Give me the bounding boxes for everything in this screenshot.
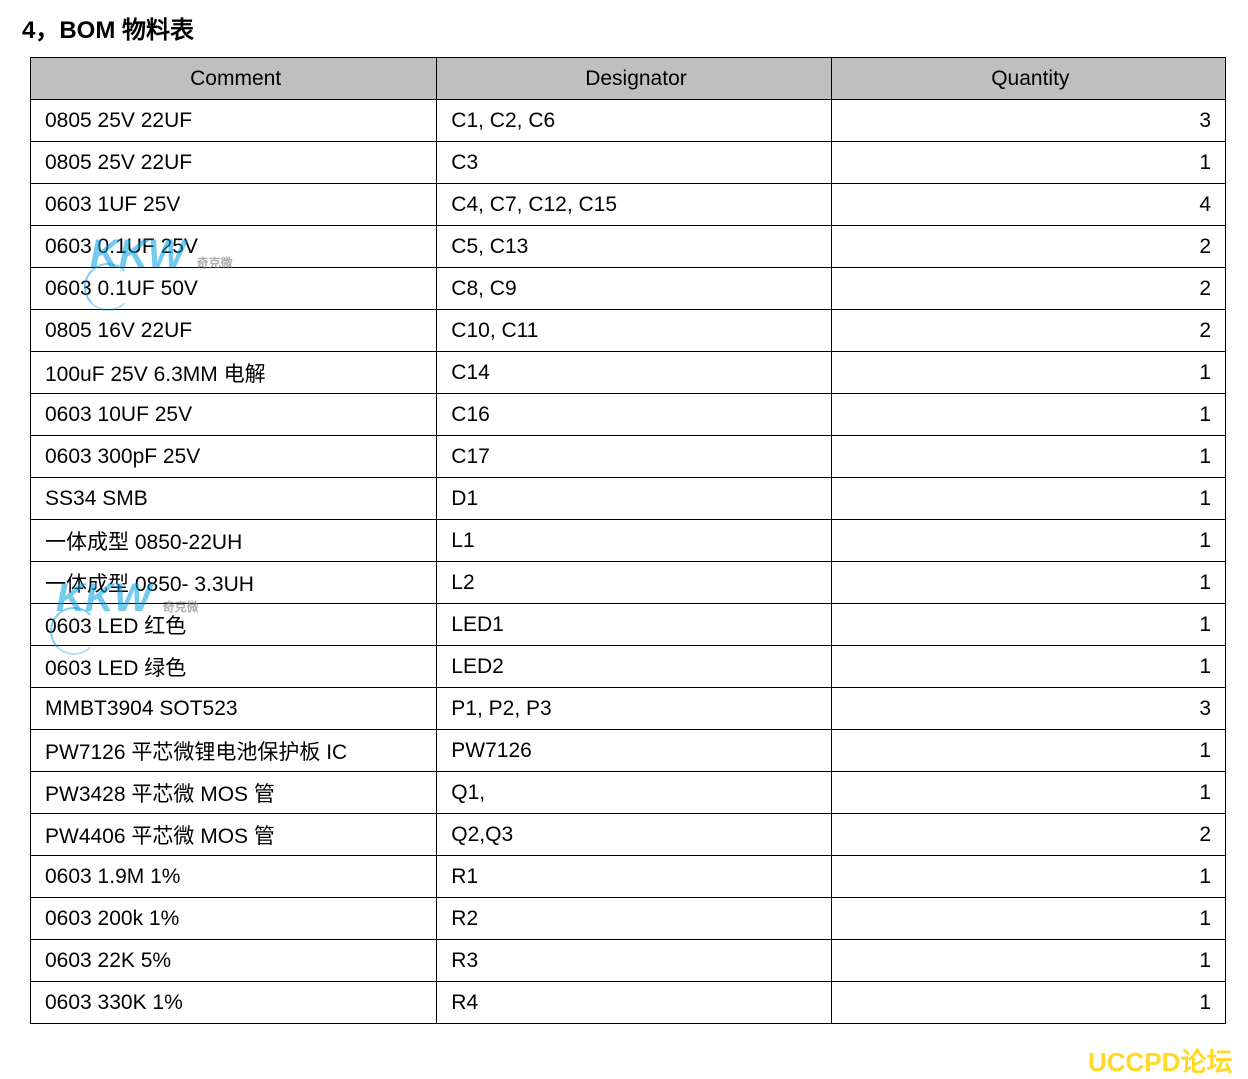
table-row: 0603 300pF 25VC171 <box>31 436 1226 478</box>
table-row: SS34 SMBD11 <box>31 478 1226 520</box>
cell-quantity: 2 <box>831 814 1225 856</box>
cell-comment: 0603 200k 1% <box>31 898 437 940</box>
cell-quantity: 2 <box>831 268 1225 310</box>
table-row: PW4406 平芯微 MOS 管Q2,Q32 <box>31 814 1226 856</box>
table-header-row: Comment Designator Quantity <box>31 58 1226 100</box>
cell-comment: 0603 22K 5% <box>31 940 437 982</box>
cell-quantity: 1 <box>831 982 1225 1024</box>
cell-comment: 0603 1UF 25V <box>31 184 437 226</box>
cell-designator: C1, C2, C6 <box>437 100 831 142</box>
bom-table: Comment Designator Quantity 0805 25V 22U… <box>30 57 1226 1024</box>
table-row: PW7126 平芯微锂电池保护板 ICPW71261 <box>31 730 1226 772</box>
table-row: 一体成型 0850- 3.3UHL21 <box>31 562 1226 604</box>
cell-quantity: 1 <box>831 394 1225 436</box>
table-row: 0603 200k 1%R21 <box>31 898 1226 940</box>
cell-quantity: 1 <box>831 940 1225 982</box>
cell-comment: 100uF 25V 6.3MM 电解 <box>31 352 437 394</box>
table-row: 0603 0.1UF 50VC8, C92 <box>31 268 1226 310</box>
table-row: 0603 10UF 25VC161 <box>31 394 1226 436</box>
table-row: 0805 25V 22UFC31 <box>31 142 1226 184</box>
cell-quantity: 2 <box>831 310 1225 352</box>
cell-quantity: 1 <box>831 142 1225 184</box>
table-row: PW3428 平芯微 MOS 管Q1,1 <box>31 772 1226 814</box>
cell-designator: LED1 <box>437 604 831 646</box>
cell-quantity: 1 <box>831 772 1225 814</box>
cell-comment: 0603 10UF 25V <box>31 394 437 436</box>
cell-designator: D1 <box>437 478 831 520</box>
table-row: MMBT3904 SOT523P1, P2, P33 <box>31 688 1226 730</box>
cell-designator: Q1, <box>437 772 831 814</box>
cell-quantity: 4 <box>831 184 1225 226</box>
table-row: 0603 22K 5%R31 <box>31 940 1226 982</box>
cell-comment: 0603 LED 红色 <box>31 604 437 646</box>
cell-designator: C17 <box>437 436 831 478</box>
table-row: 0603 LED 红色LED11 <box>31 604 1226 646</box>
cell-designator: L2 <box>437 562 831 604</box>
cell-designator: L1 <box>437 520 831 562</box>
table-row: 0805 16V 22UFC10, C112 <box>31 310 1226 352</box>
cell-comment: 0603 1.9M 1% <box>31 856 437 898</box>
table-row: 0603 LED 绿色LED21 <box>31 646 1226 688</box>
cell-designator: C3 <box>437 142 831 184</box>
cell-designator: R4 <box>437 982 831 1024</box>
cell-comment: 0603 0.1UF 25V <box>31 226 437 268</box>
cell-quantity: 1 <box>831 478 1225 520</box>
col-header-comment: Comment <box>31 58 437 100</box>
cell-designator: P1, P2, P3 <box>437 688 831 730</box>
cell-comment: 0805 25V 22UF <box>31 100 437 142</box>
cell-designator: C5, C13 <box>437 226 831 268</box>
table-row: 0603 1.9M 1%R11 <box>31 856 1226 898</box>
table-row: 0603 0.1UF 25VC5, C132 <box>31 226 1226 268</box>
cell-comment: MMBT3904 SOT523 <box>31 688 437 730</box>
cell-quantity: 2 <box>831 226 1225 268</box>
cell-comment: PW4406 平芯微 MOS 管 <box>31 814 437 856</box>
cell-designator: PW7126 <box>437 730 831 772</box>
cell-designator: C16 <box>437 394 831 436</box>
cell-comment: 0805 25V 22UF <box>31 142 437 184</box>
cell-designator: R1 <box>437 856 831 898</box>
cell-designator: C8, C9 <box>437 268 831 310</box>
cell-comment: PW3428 平芯微 MOS 管 <box>31 772 437 814</box>
col-header-quantity: Quantity <box>831 58 1225 100</box>
cell-comment: 0603 330K 1% <box>31 982 437 1024</box>
cell-quantity: 1 <box>831 352 1225 394</box>
cell-designator: R3 <box>437 940 831 982</box>
cell-designator: C4, C7, C12, C15 <box>437 184 831 226</box>
table-row: 100uF 25V 6.3MM 电解C141 <box>31 352 1226 394</box>
cell-comment: 0603 300pF 25V <box>31 436 437 478</box>
cell-designator: C14 <box>437 352 831 394</box>
cell-comment: 0805 16V 22UF <box>31 310 437 352</box>
cell-quantity: 1 <box>831 730 1225 772</box>
cell-comment: 一体成型 0850- 3.3UH <box>31 562 437 604</box>
section-title: 4，BOM 物料表 <box>22 10 1226 45</box>
watermark-uccpd: UCCPD论坛 <box>1088 1042 1232 1079</box>
cell-comment: 0603 LED 绿色 <box>31 646 437 688</box>
cell-comment: 一体成型 0850-22UH <box>31 520 437 562</box>
cell-quantity: 3 <box>831 688 1225 730</box>
cell-quantity: 3 <box>831 100 1225 142</box>
cell-designator: C10, C11 <box>437 310 831 352</box>
col-header-designator: Designator <box>437 58 831 100</box>
cell-quantity: 1 <box>831 604 1225 646</box>
table-row: 0805 25V 22UFC1, C2, C63 <box>31 100 1226 142</box>
cell-quantity: 1 <box>831 898 1225 940</box>
cell-comment: PW7126 平芯微锂电池保护板 IC <box>31 730 437 772</box>
cell-comment: 0603 0.1UF 50V <box>31 268 437 310</box>
cell-quantity: 1 <box>831 520 1225 562</box>
cell-designator: LED2 <box>437 646 831 688</box>
cell-quantity: 1 <box>831 436 1225 478</box>
table-row: 一体成型 0850-22UHL11 <box>31 520 1226 562</box>
cell-quantity: 1 <box>831 562 1225 604</box>
cell-comment: SS34 SMB <box>31 478 437 520</box>
cell-quantity: 1 <box>831 646 1225 688</box>
cell-quantity: 1 <box>831 856 1225 898</box>
table-row: 0603 1UF 25VC4, C7, C12, C154 <box>31 184 1226 226</box>
cell-designator: R2 <box>437 898 831 940</box>
cell-designator: Q2,Q3 <box>437 814 831 856</box>
table-row: 0603 330K 1%R41 <box>31 982 1226 1024</box>
